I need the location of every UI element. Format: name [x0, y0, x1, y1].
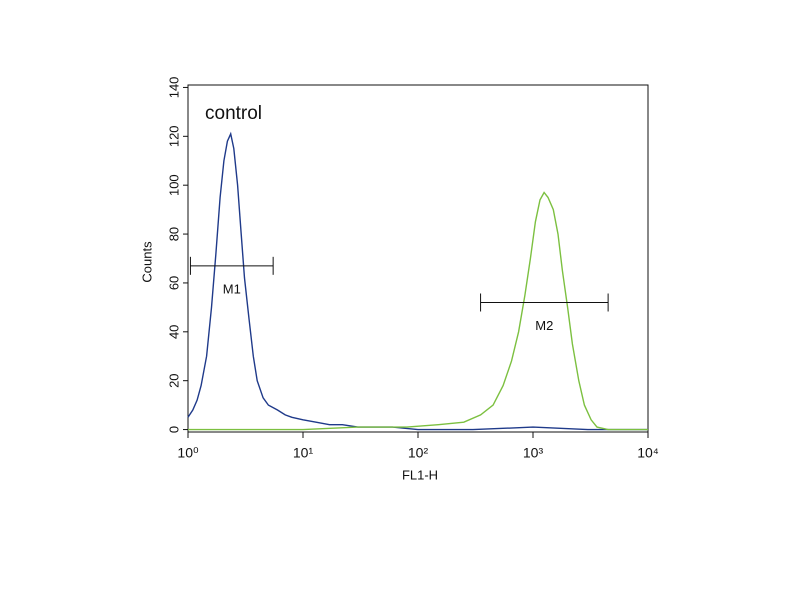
y-tick-label: 80 — [166, 227, 181, 241]
x-tick-label: 10⁴ — [637, 445, 659, 461]
marker-label: M1 — [223, 281, 241, 296]
y-axis-label: Counts — [139, 241, 154, 283]
y-tick-label: 20 — [166, 373, 181, 387]
y-tick-label: 40 — [166, 325, 181, 339]
x-tick-label: 10¹ — [293, 445, 314, 461]
y-tick-label: 120 — [166, 125, 181, 147]
y-tick-label: 140 — [166, 77, 181, 99]
x-axis-label: FL1-H — [402, 467, 438, 482]
x-tick-label: 10² — [408, 445, 429, 461]
histogram-line — [188, 191, 648, 431]
marker-label: M2 — [535, 318, 553, 333]
x-tick-label: 10³ — [523, 445, 544, 461]
x-tick-label: 10⁰ — [177, 445, 199, 461]
histogram-line — [187, 131, 648, 431]
y-tick-label: 100 — [166, 174, 181, 196]
annotation: control — [205, 103, 262, 124]
y-tick-label: 60 — [166, 276, 181, 290]
y-tick-label: 0 — [166, 426, 181, 433]
